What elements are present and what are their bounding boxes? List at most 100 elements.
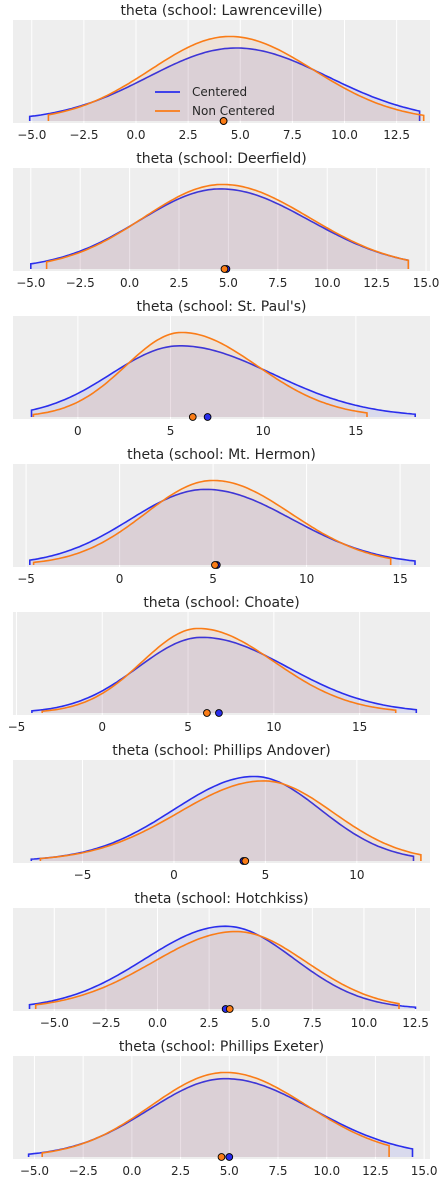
x-tick-label: 0	[98, 720, 106, 734]
density-fill-non-centered	[40, 780, 421, 861]
plot-area	[13, 612, 430, 715]
x-tick-label: 0.0	[148, 1016, 167, 1030]
x-tick-label: −2.5	[66, 276, 95, 290]
x-tick-label: −5.0	[17, 128, 46, 142]
x-tick-label: 10	[299, 572, 314, 586]
density-line-centered	[30, 775, 415, 861]
x-tick-label: 0	[116, 572, 124, 586]
x-tick-label: 15	[352, 720, 367, 734]
legend: Centered Non Centered	[155, 85, 275, 118]
x-tick-label: −2.5	[69, 128, 98, 142]
x-tick-label: 5.0	[220, 1164, 239, 1178]
density-fill-non-centered	[42, 628, 396, 713]
panel-4: theta (school: Mt. Hermon) −5 0 5 10 15	[13, 447, 430, 586]
x-tick-label: 12.5	[402, 1016, 429, 1030]
x-tick-label: 7.5	[283, 128, 302, 142]
density-line-non-centered	[39, 780, 422, 861]
density-fill-centered	[29, 489, 416, 565]
density-fill-non-centered	[46, 184, 409, 269]
x-tick-label: 0	[74, 424, 82, 438]
density-line-centered	[28, 925, 417, 1009]
x-tick-label: 7.5	[268, 1164, 287, 1178]
density-fill-centered	[29, 926, 416, 1009]
panel-title: theta (school: Choate)	[143, 595, 299, 611]
x-tick-label: 7.5	[303, 1016, 322, 1030]
density-line-non-centered	[34, 930, 400, 1009]
density-fill-non-centered	[33, 480, 391, 565]
x-tick-label: −5	[74, 868, 92, 882]
density-line-non-centered	[41, 627, 397, 713]
x-tick-label: 10	[266, 720, 281, 734]
x-tick-label: 10.0	[313, 1164, 340, 1178]
x-tick-label: 10	[349, 868, 364, 882]
panel-title: theta (school: St. Paul's)	[136, 299, 306, 315]
x-tick-label: −5	[8, 720, 26, 734]
panel-3: theta (school: St. Paul's) 0 5 10 15	[13, 299, 430, 438]
point-estimate-non-centered	[217, 1153, 226, 1161]
density-line-non-centered	[32, 479, 392, 565]
x-tick-label: 15	[392, 572, 407, 586]
x-tick-label: 5	[167, 424, 175, 438]
x-tick-label: 0.0	[120, 276, 139, 290]
x-tick-label: −2.5	[91, 1016, 120, 1030]
density-fill-centered	[30, 188, 409, 269]
x-tick-label: 2.5	[200, 1016, 219, 1030]
x-tick-label: 2.5	[169, 276, 188, 290]
density-line-centered	[30, 188, 410, 269]
panel-title: theta (school: Deerfield)	[136, 151, 306, 167]
x-tick-label: 5	[184, 720, 192, 734]
x-tick-label: 10.0	[351, 1016, 378, 1030]
x-tick-label: 2.5	[171, 1164, 190, 1178]
density-fill-centered	[29, 48, 420, 121]
density-line-non-centered	[32, 331, 368, 417]
legend-label: Non Centered	[192, 104, 275, 118]
x-tick-label: 10	[256, 424, 271, 438]
point-estimate-non-centered	[219, 117, 228, 125]
panel-2: theta (school: Deerfield) −5.0 −2.5 0.0 2.5 5…	[13, 151, 439, 290]
point-estimate-non-centered	[241, 857, 250, 865]
panel-1: theta (school: Lawrenceville) −5.0 −2.5 0.0…	[13, 3, 430, 142]
density-fill-centered	[31, 345, 416, 417]
x-tick-label: 5.0	[231, 128, 250, 142]
density-fill-centered	[28, 1078, 413, 1157]
plot-area	[13, 316, 430, 419]
point-estimate-non-centered	[188, 413, 197, 421]
point-estimate-centered	[203, 413, 212, 421]
x-tick-label: 10.0	[314, 276, 341, 290]
x-tick-label: 12.5	[383, 128, 410, 142]
panel-7: theta (school: Hotchkiss) −5.0 −2.5 0.0 2.5 5…	[13, 891, 430, 1030]
panel-title: theta (school: Phillips Exeter)	[119, 1039, 324, 1055]
density-fill-non-centered	[48, 36, 424, 121]
x-tick-label: 15.0	[411, 1164, 438, 1178]
x-tick-label: 15.0	[413, 276, 440, 290]
panel-8: theta (school: Phillips Exeter) −5.0 −2.5 0…	[13, 1039, 438, 1178]
panel-6: theta (school: Phillips Andover) −5 0 5 10	[13, 743, 430, 882]
x-tick-label: 0.0	[122, 1164, 141, 1178]
density-line-centered	[31, 636, 418, 713]
x-tick-label: 5	[209, 572, 217, 586]
x-tick-label: 10.0	[331, 128, 358, 142]
density-fill-non-centered	[33, 332, 368, 417]
density-line-non-centered	[45, 183, 410, 269]
plot-area	[13, 908, 430, 1011]
density-line-non-centered	[41, 1071, 390, 1157]
x-tick-label: 15	[348, 424, 363, 438]
panel-title: theta (school: Lawrenceville)	[120, 3, 322, 19]
point-estimate-non-centered	[203, 709, 211, 717]
density-fill-non-centered	[35, 931, 399, 1009]
x-tick-label: 12.5	[362, 1164, 389, 1178]
x-tick-label: −5.0	[40, 1016, 69, 1030]
x-tick-label: −5.0	[16, 276, 45, 290]
x-tick-label: −5.0	[20, 1164, 49, 1178]
panel-title: theta (school: Mt. Hermon)	[127, 447, 316, 463]
panel-5: theta (school: Choate) −5 0 5 10 15	[8, 595, 430, 734]
x-tick-label: 5	[262, 868, 270, 882]
x-tick-label: 2.5	[179, 128, 198, 142]
x-tick-label: 7.5	[268, 276, 287, 290]
point-estimate-centered	[225, 1153, 234, 1161]
density-fill-centered	[31, 637, 417, 713]
point-estimate-centered	[215, 709, 223, 717]
x-tick-label: −2.5	[69, 1164, 98, 1178]
panel-title: theta (school: Hotchkiss)	[134, 891, 308, 907]
